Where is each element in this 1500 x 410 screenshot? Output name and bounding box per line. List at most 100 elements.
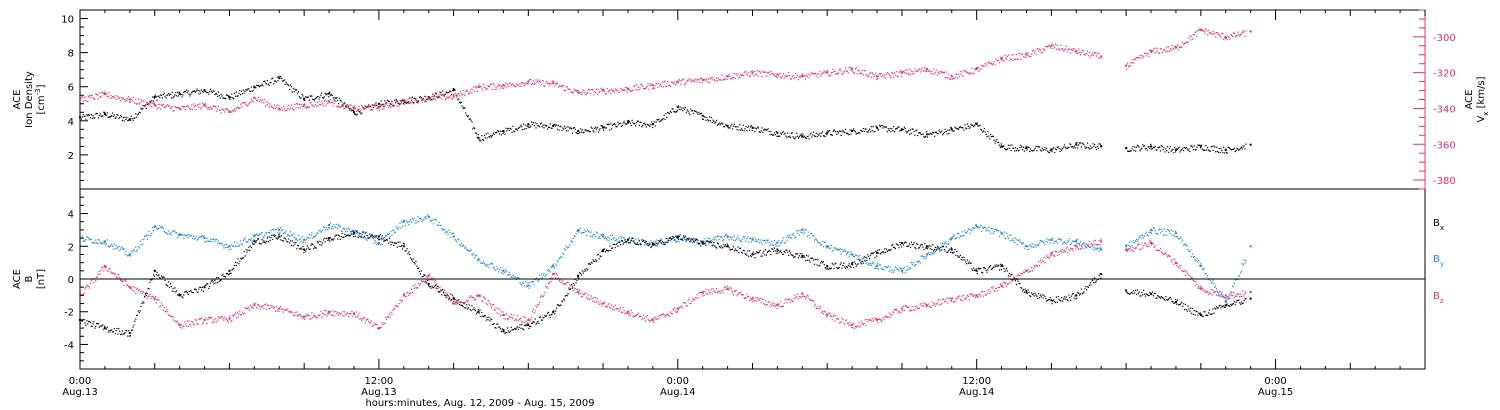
vx-sample: [331, 101, 333, 103]
ion-density-sample: [323, 96, 325, 98]
ion-density-sample: [1155, 149, 1157, 151]
ion-density-sample: [163, 92, 165, 94]
ion-density-sample: [1193, 145, 1195, 147]
ion-density-sample: [1099, 143, 1101, 145]
vx-sample: [480, 85, 482, 87]
by-sample: [123, 248, 125, 250]
ion-density-sample: [599, 128, 601, 130]
by-sample: [914, 265, 916, 267]
ion-density-sample: [702, 118, 704, 121]
by-sample: [514, 277, 516, 279]
bz-sample: [1170, 259, 1172, 261]
by-sample: [265, 232, 267, 234]
by-sample: [743, 237, 745, 239]
ion-density-sample: [742, 124, 744, 126]
by-sample: [113, 243, 116, 245]
vx-sample: [674, 81, 676, 83]
bz-sample: [423, 281, 425, 283]
vx-sample: [513, 84, 515, 87]
vx-sample: [406, 101, 408, 103]
ion-density-sample: [170, 97, 172, 99]
ion-density-sample: [566, 126, 568, 128]
bz-sample: [85, 286, 87, 288]
vx-sample: [1084, 54, 1086, 56]
by-sample: [173, 230, 175, 232]
bz-sample: [164, 311, 166, 313]
ion-density-sample: [1098, 143, 1100, 145]
by-sample: [578, 231, 580, 233]
vx-sample: [1067, 49, 1069, 51]
ion-density-sample: [1165, 148, 1167, 150]
vx-sample: [1086, 50, 1089, 52]
vx-sample: [262, 99, 264, 101]
vx-sample: [511, 83, 513, 85]
ion-density-sample: [509, 127, 511, 130]
bz-sample: [911, 305, 913, 308]
bz-sample: [310, 317, 312, 320]
ion-density-sample: [1149, 147, 1151, 150]
bz-sample: [147, 295, 149, 297]
by-sample: [334, 226, 336, 228]
by-sample: [243, 238, 245, 240]
by-sample: [216, 242, 219, 244]
vx-sample: [1161, 52, 1163, 54]
bz-sample: [823, 310, 825, 312]
by-sample: [893, 271, 895, 273]
bz-sample: [212, 320, 214, 323]
vx-sample: [1188, 37, 1190, 39]
bz-sample: [536, 306, 538, 308]
ion-density-sample: [225, 94, 228, 96]
ion-density-sample: [396, 100, 398, 102]
bz-sample: [973, 294, 976, 296]
ion-density-sample: [943, 131, 945, 133]
ion-density-sample: [293, 91, 295, 93]
ion-density-point: [751, 126, 754, 129]
vx-sample: [541, 79, 543, 82]
by-sample: [571, 240, 573, 242]
by-sample: [562, 252, 564, 254]
bz-sample: [303, 316, 305, 318]
by-sample: [102, 243, 104, 245]
bz-sample: [192, 323, 195, 325]
ion-density-sample: [1162, 149, 1164, 151]
bz-sample: [757, 298, 760, 300]
vx-sample: [668, 84, 671, 86]
bz-sample: [682, 307, 684, 309]
by-sample: [397, 228, 399, 230]
vx-sample: [1062, 48, 1064, 50]
vx-point: [1125, 64, 1128, 67]
bz-sample: [811, 299, 813, 301]
vx-sample: [1080, 51, 1082, 54]
ion-density-sample: [837, 131, 839, 133]
ion-density-sample: [444, 93, 446, 95]
bz-sample: [916, 305, 918, 307]
by-sample: [913, 264, 915, 266]
vx-sample: [95, 93, 97, 95]
vx-sample: [522, 82, 525, 85]
bz-sample: [833, 314, 835, 316]
ion-density-point: [352, 111, 355, 114]
ion-density-sample: [144, 104, 147, 106]
by-sample: [329, 222, 332, 224]
bz-sample: [545, 285, 547, 287]
by-sample: [495, 269, 497, 271]
vx-sample: [741, 74, 744, 76]
bz-sample: [502, 311, 504, 313]
vx-sample: [178, 108, 180, 110]
by-sample: [761, 243, 763, 245]
vx-sample: [901, 70, 904, 72]
vx-sample: [563, 90, 566, 92]
ion-density-sample: [531, 123, 534, 126]
bz-sample: [1226, 295, 1228, 298]
ion-density-sample: [415, 99, 417, 101]
bz-sample: [936, 302, 938, 304]
vx-sample: [871, 72, 873, 74]
by-sample: [606, 239, 608, 241]
bz-sample: [836, 318, 838, 320]
bz-sample: [1017, 273, 1019, 275]
ion-density-sample: [538, 125, 540, 127]
ion-density-sample: [467, 115, 470, 117]
ion-density-sample: [1018, 149, 1020, 151]
by-sample: [297, 239, 299, 242]
bz-sample: [133, 290, 135, 292]
